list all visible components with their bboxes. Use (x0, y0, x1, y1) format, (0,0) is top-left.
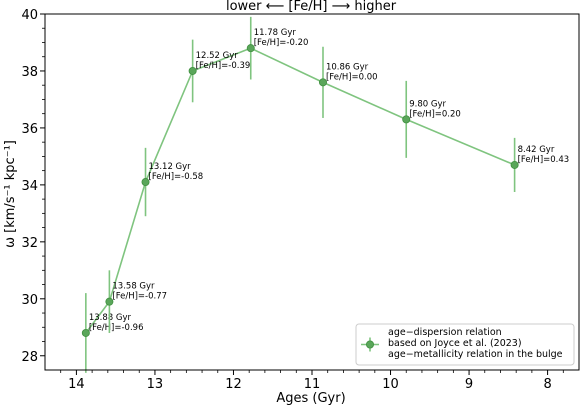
axes: 14 13 12 11 10 9 8 28 30 32 34 36 38 40 (21, 8, 580, 392)
legend-marker (365, 340, 374, 349)
x-tick-label: 10 (382, 377, 399, 392)
legend-box (355, 323, 575, 366)
point-feh-label: [Fe/H]=0.20 (409, 109, 461, 119)
legend-label: age−dispersion relation (388, 327, 502, 338)
point-age-label: 13.58 Gyr (112, 282, 155, 292)
legend-label: age−metallicity relation in the bulge (388, 349, 563, 360)
point-feh-label: [Fe/H]=0.43 (518, 155, 570, 165)
y-tick-label: 30 (21, 293, 38, 308)
data-point (402, 115, 411, 124)
point-age-label: 11.78 Gyr (254, 28, 297, 38)
data-point (246, 44, 255, 53)
series-line (85, 47, 515, 334)
x-tick-label: 14 (68, 377, 85, 392)
x-tick-label: 9 (465, 377, 473, 392)
point-age-label: 12.52 Gyr (196, 51, 239, 61)
data-point (188, 66, 197, 75)
data-point (81, 328, 90, 337)
data-point (141, 178, 150, 187)
x-tick-label: 12 (225, 377, 242, 392)
x-tick-label: 8 (543, 377, 551, 392)
point-feh-label: [Fe/H]=-0.39 (196, 61, 251, 71)
y-tick-label: 36 (21, 122, 38, 137)
legend-label: based on Joyce et al. (2023) (388, 338, 522, 349)
point-age-label: 13.12 Gyr (149, 162, 192, 172)
data-point (105, 297, 114, 306)
point-feh-label: [Fe/H]=-0.77 (112, 292, 167, 302)
data-point (318, 78, 327, 87)
x-axis-label: Ages (Gyr) (276, 391, 345, 406)
point-feh-label: [Fe/H]=-0.58 (149, 172, 204, 182)
point-feh-label: [Fe/H]=0.00 (326, 72, 378, 82)
point-age-label: 10.86 Gyr (326, 62, 369, 72)
y-tick-label: 28 (21, 350, 38, 365)
point-feh-label: [Fe/H]=-0.96 (89, 323, 144, 333)
chart-title: lower ⟵ [Fe/H] ⟶ higher (226, 0, 397, 14)
point-feh-label: [Fe/H]=-0.20 (254, 38, 309, 48)
y-tick-label: 32 (21, 236, 38, 251)
data-point (510, 160, 519, 169)
y-tick-label: 34 (21, 179, 38, 194)
y-tick-label: 38 (21, 65, 38, 80)
y-axis-label: ω [km/s⁻¹ kpc⁻¹] (3, 140, 18, 248)
x-tick-label: 13 (147, 377, 164, 392)
point-age-label: 9.80 Gyr (409, 99, 446, 109)
point-age-label: 8.42 Gyr (518, 145, 555, 155)
x-tick-label: 11 (304, 377, 321, 392)
y-tick-label: 40 (21, 8, 38, 23)
